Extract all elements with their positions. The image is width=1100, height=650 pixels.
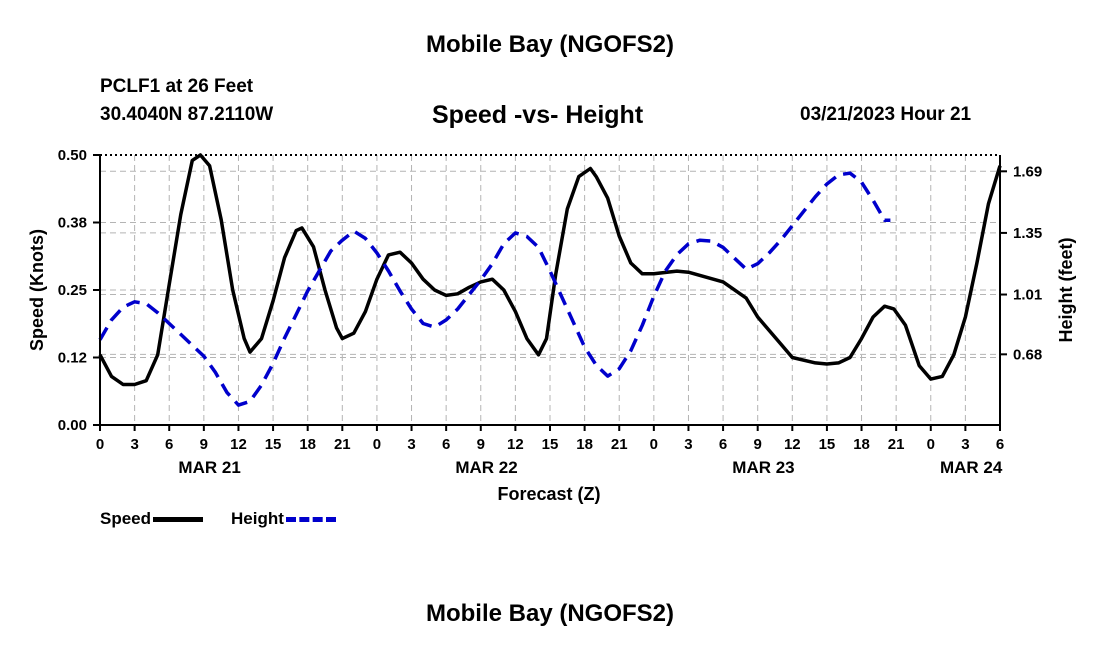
x-tick-label: 15: [542, 436, 559, 453]
x-tick-label: 18: [853, 436, 870, 453]
y-right-tick-label: 1.69: [1013, 163, 1042, 180]
y-left-tick-label: 0.38: [58, 215, 87, 232]
x-tick-label: 9: [200, 436, 208, 453]
x-tick-label: 12: [507, 436, 524, 453]
x-axis-label: Forecast (Z): [497, 484, 600, 504]
y-left-tick-label: 0.25: [58, 282, 87, 299]
legend-speed: Speed: [100, 509, 204, 529]
x-date-label: MAR 21: [178, 458, 240, 477]
x-date-label: MAR 23: [732, 458, 794, 477]
grid: [100, 155, 1000, 425]
main-title: Mobile Bay (NGOFS2): [425, 31, 675, 58]
series-group: [98, 153, 1002, 407]
x-tick-label: 15: [819, 436, 836, 453]
x-tick-label: 9: [754, 436, 762, 453]
legend-speed-swatch: [153, 516, 204, 522]
y-axis-right-label: Height (feet): [1056, 238, 1076, 343]
x-tick-label: 6: [996, 436, 1004, 453]
y-left-tick-label: 0.12: [58, 350, 87, 367]
y-right-tick-label: 1.01: [1013, 287, 1042, 304]
x-tick-label: 3: [961, 436, 969, 453]
x-tick-label: 3: [130, 436, 138, 453]
x-tick-label: 21: [888, 436, 905, 453]
station-coordinates: 30.4040N 87.2110W: [100, 104, 274, 125]
x-tick-label: 18: [576, 436, 593, 453]
x-tick-label: 0: [373, 436, 381, 453]
y-left-tick-label: 0.50: [58, 147, 87, 164]
x-tick-label: 6: [165, 436, 173, 453]
x-tick-label: 0: [96, 436, 104, 453]
x-tick-label: 3: [684, 436, 692, 453]
footer-title: Mobile Bay (NGOFS2): [425, 600, 675, 627]
x-tick-label: 0: [927, 436, 935, 453]
x-tick-label: 21: [334, 436, 351, 453]
forecast-datetime: 03/21/2023 Hour 21: [800, 104, 972, 125]
x-date-label: MAR 22: [455, 458, 517, 477]
x-tick-label: 18: [299, 436, 316, 453]
x-tick-label: 12: [230, 436, 247, 453]
x-tick-label: 21: [611, 436, 628, 453]
series-line-height: [98, 171, 891, 407]
legend-speed-label: Speed: [100, 509, 152, 528]
x-tick-label: 6: [719, 436, 727, 453]
y-right-tick-label: 1.35: [1013, 225, 1042, 242]
legend-height: Height: [231, 509, 336, 529]
legend-height-swatch: [285, 516, 336, 522]
x-tick-label: 9: [477, 436, 485, 453]
x-tick-label: 0: [650, 436, 658, 453]
station-label: PCLF1 at 26 Feet: [100, 76, 254, 97]
legend-height-label: Height: [231, 509, 284, 528]
x-tick-label: 3: [407, 436, 415, 453]
x-date-label: MAR 24: [940, 458, 1003, 477]
x-tick-label: 12: [784, 436, 801, 453]
y-left-tick-label: 0.00: [58, 417, 87, 434]
x-tick-label: 15: [265, 436, 282, 453]
x-tick-label: 6: [442, 436, 450, 453]
series-line-speed: [98, 153, 1002, 387]
axes: 0.00 0.12 0.25 0.38 0.50 0.68 1.01 1.35 1.69 0 3 6 9…: [58, 147, 1042, 477]
y-axis-left-label: Speed (Knots): [27, 229, 47, 351]
chart-subtitle: Speed -vs- Height: [432, 101, 644, 129]
y-right-tick-label: 0.68: [1013, 346, 1042, 363]
